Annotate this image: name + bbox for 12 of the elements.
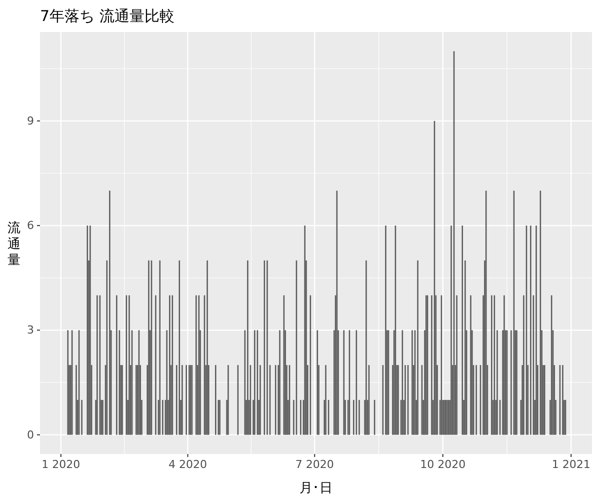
chart-title: 7年落ち 流通量比較 <box>40 7 174 25</box>
y-tick-label: 3 <box>27 324 34 337</box>
y-tick-label: 0 <box>27 428 34 442</box>
x-tick-label: 1 2021 <box>552 458 590 471</box>
x-tick-label: 1 2020 <box>42 458 80 471</box>
x-tick-label: 7 2020 <box>295 458 334 471</box>
x-tick-label: 4 2020 <box>168 458 208 471</box>
x-tick-label: 10 2020 <box>420 458 466 471</box>
x-axis-title: 月･日 <box>300 481 332 496</box>
y-tick-label: 9 <box>27 114 34 128</box>
y-tick-label: 6 <box>27 219 34 232</box>
y-axis-title: 流通量 <box>8 220 20 268</box>
